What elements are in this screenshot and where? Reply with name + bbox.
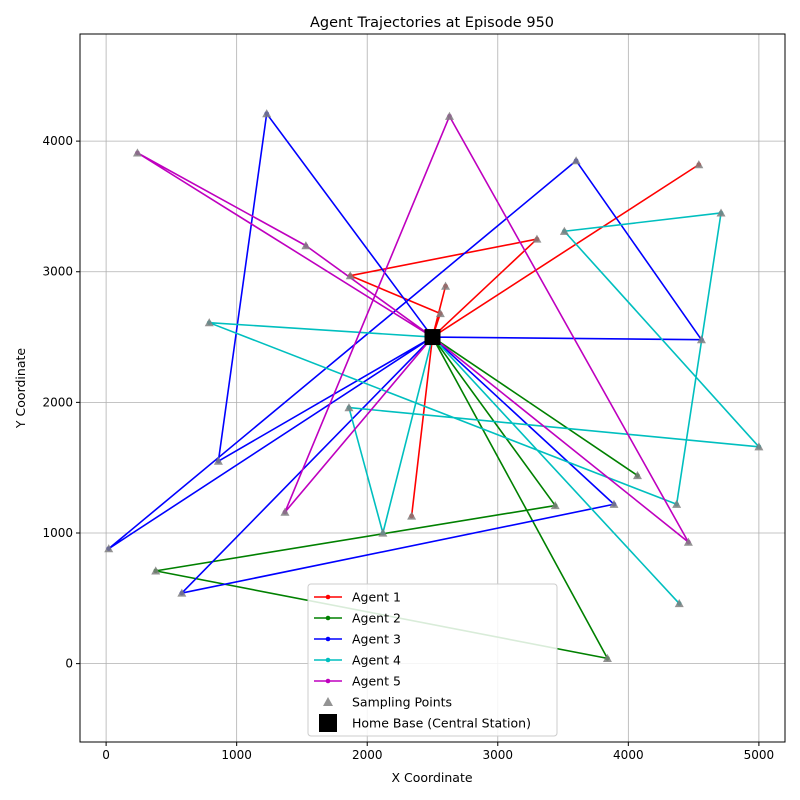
legend-item-agent-3: Agent 3 (314, 632, 401, 647)
sampling-point (441, 281, 451, 290)
x-tick-label: 0 (102, 748, 110, 762)
sampling-point (407, 511, 417, 520)
sampling-point (559, 226, 569, 235)
sampling-point (213, 456, 223, 465)
plot-frame (79, 33, 786, 743)
agent-3-series (106, 111, 704, 596)
legend-item-agent-2: Agent 2 (314, 611, 401, 626)
legend-box (307, 583, 558, 737)
legend-item-home-base: Home Base (Central Station) (319, 714, 531, 732)
sampling-point (301, 241, 311, 250)
legend-home-swatch (319, 714, 337, 732)
legend-label: Home Base (Central Station) (352, 716, 531, 731)
legend-item-agent-1: Agent 1 (314, 590, 401, 605)
legend-marker-swatch (325, 636, 331, 642)
sampling-point (280, 507, 290, 516)
legend-label: Agent 3 (352, 632, 401, 647)
sampling-point (716, 208, 726, 217)
x-axis-label: X Coordinate (391, 770, 472, 785)
chart-title: Agent Trajectories at Episode 950 (310, 15, 554, 31)
legend-item-agent-4: Agent 4 (314, 653, 401, 668)
y-tick-label: 4000 (42, 134, 73, 148)
sampling-point (444, 111, 454, 120)
legend-label: Sampling Points (352, 695, 452, 710)
sampling-point (262, 109, 272, 118)
sampling-point (344, 403, 354, 412)
legend-label: Agent 1 (352, 590, 401, 605)
sampling-point (532, 234, 542, 243)
legend-sampling-swatch (323, 697, 333, 706)
grid (80, 34, 785, 742)
x-tick-label: 1000 (221, 748, 252, 762)
sampling-point (754, 442, 764, 451)
legend-item-sampling-points: Sampling Points (323, 695, 452, 710)
sampling-point (571, 156, 581, 165)
x-tick-label: 5000 (744, 748, 775, 762)
sampling-point (672, 499, 682, 508)
sampling-point (378, 528, 388, 537)
sampling-point (345, 271, 355, 280)
sampling-point (674, 599, 684, 608)
agent-5-series (135, 113, 691, 545)
x-tick-label: 2000 (352, 748, 383, 762)
sampling-point (694, 160, 704, 169)
y-axis-label: Y Coordinate (13, 348, 28, 429)
legend-marker-swatch (325, 657, 331, 663)
y-tick-label: 0 (65, 657, 73, 671)
legend-label: Agent 4 (352, 653, 401, 668)
legend-marker-swatch (325, 615, 331, 621)
axis-ticks: 0 1000 2000 3000 4000 5000 0 1000 2000 3000 4000 (42, 134, 774, 762)
x-tick-label: 4000 (613, 748, 644, 762)
y-tick-label: 2000 (42, 395, 73, 409)
sampling-point (204, 318, 214, 327)
legend-label: Agent 5 (352, 674, 401, 689)
sampling-point (104, 544, 114, 553)
home-base-marker (424, 329, 441, 346)
x-tick-label: 3000 (483, 748, 514, 762)
sampling-point (132, 148, 142, 157)
sampling-point (177, 588, 187, 597)
agent-5-trajectory (136, 115, 690, 543)
legend-item-agent-5: Agent 5 (314, 674, 401, 689)
y-tick-label: 1000 (42, 526, 73, 540)
sampling-point (435, 309, 445, 318)
y-tick-label: 3000 (42, 265, 73, 279)
legend: Agent 1 Agent 2 Agent 3 Agent 4 Agent 5 Sampl… (307, 583, 558, 737)
sampling-point (696, 335, 706, 344)
sampling-point (602, 653, 612, 662)
legend-label: Agent 2 (352, 611, 401, 626)
sampling-point (151, 566, 161, 575)
legend-marker-swatch (325, 678, 331, 684)
plot-area (104, 109, 764, 662)
sampling-point (550, 501, 560, 510)
sampling-point (609, 499, 619, 508)
sampling-point (632, 471, 642, 480)
legend-marker-swatch (325, 594, 331, 600)
sampling-point (683, 537, 693, 546)
